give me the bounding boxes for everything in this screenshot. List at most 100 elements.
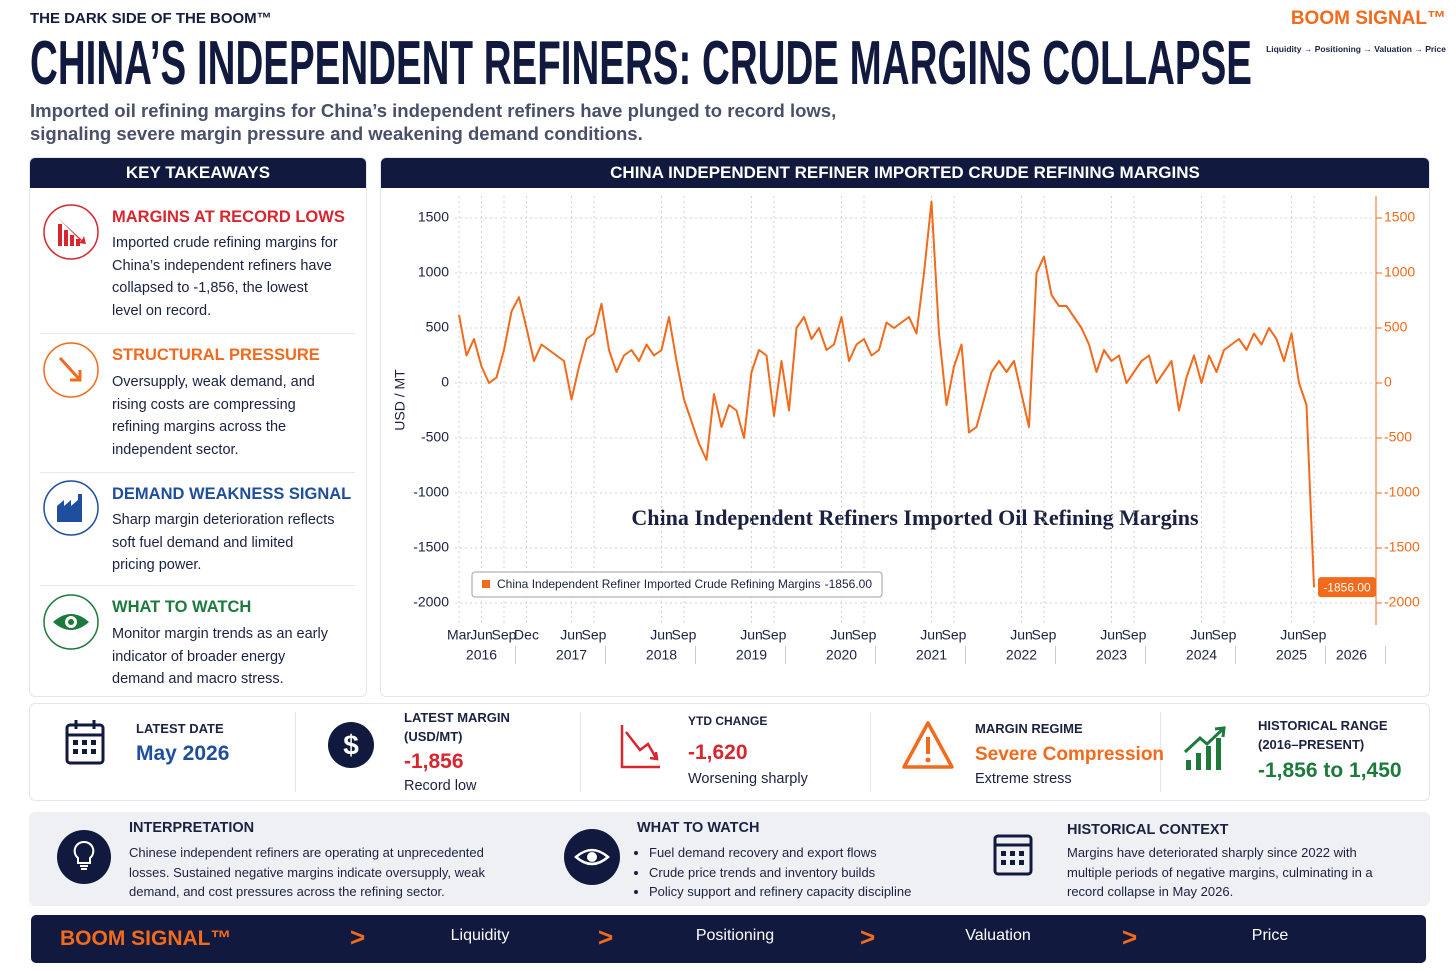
divider [40,333,355,334]
icon-pupil-dot [68,619,74,625]
stat-note: Record low [404,778,477,794]
stat-note: Worsening sharply [688,771,808,787]
takeaway-title: WHAT TO WATCH [112,598,252,616]
icon-warning-dot [925,757,931,763]
icon-calendar-grid [1001,851,1024,865]
x-tick-label: Sep [1032,627,1057,643]
y2-tick-label: -500 [1384,429,1412,445]
page-title: CHINA’S INDEPENDENT REFINERS: CRUDE MARG… [30,29,1252,94]
x-year-label: 2019 [736,647,767,663]
x-tick-label: Sep [1122,627,1147,643]
takeaway-icons [43,204,99,650]
stat-label: HISTORICAL RANGE (2016–PRESENT) [1258,718,1388,752]
x-year-label: 2017 [556,647,587,663]
x-tick-label: Sep [582,627,607,643]
line-series [458,200,1315,588]
y2-tick-label: -1500 [1384,539,1420,555]
stat-icons: $ [65,720,1226,770]
stat-label: LATEST MARGIN (USD/MT) [404,710,510,744]
icon-eye-pupil [587,852,597,862]
x-tick-label: Sep [762,627,787,643]
takeaway-text: Oversupply, weak demand, and rising cost… [112,374,315,458]
icon-dollar-sign: $ [343,729,359,760]
icon-eye [574,848,610,866]
x-tick-label: Mar [447,627,471,643]
y-tick-label: -2000 [413,594,449,610]
end-label: -1856.00 [1323,580,1371,594]
kicker: THE DARK SIDE OF THE BOOM™ [30,10,272,27]
x-tick-label: Jun [1100,627,1123,643]
chevron: > [1122,922,1138,952]
x-tick-label: Jun [920,627,943,643]
footer-step: Price [1251,927,1289,944]
insight-bullet: Policy support and refinery capacity dis… [649,882,937,902]
y2-tick-label: 0 [1384,374,1392,390]
y2-tick-label: -2000 [1384,594,1420,610]
title-block: CHINA’S INDEPENDENT REFINERS: CRUDE MARG… [30,29,1252,94]
y2-tick-label: -1000 [1384,484,1420,500]
y2-tick-label: 500 [1384,319,1408,335]
divider [40,472,355,473]
chart-title: CHINA INDEPENDENT REFINER IMPORTED CRUDE… [381,158,1429,188]
legend-label: China Independent Refiner Imported Crude… [497,577,821,591]
y-axis-label: USD / MT [392,369,408,431]
footer-bar [31,915,1426,963]
chevron: > [350,922,366,952]
subtitle: Imported oil refining margins for China’… [30,100,837,144]
icon-calendar [993,834,1033,876]
x-year-label: 2024 [1186,647,1217,663]
y-tick-label: 0 [441,374,449,390]
x-tick-label: Jun [1010,627,1033,643]
x-tick-label: Jun [560,627,583,643]
legend-box [471,571,883,598]
takeaway-text: Monitor margin trends as an early indica… [112,626,328,687]
chevron: > [598,922,614,952]
y-tick-label: 500 [426,319,450,335]
insight-icons [57,829,1033,885]
y-tick-label: 1000 [418,264,449,280]
x-year-label: 2025 [1276,647,1307,663]
takeaways-heading: KEY TAKEAWAYS [30,158,366,188]
x-tick-label: Sep [492,627,517,643]
insight-bullet: Fuel demand recovery and export flows [649,843,937,863]
takeaway-title: DEMAND WEAKNESS SIGNAL [112,485,352,503]
stat-label: MARGIN REGIME [975,721,1083,736]
divider [870,712,871,792]
footer-step: Liquidity [450,927,510,944]
stat-value: -1,856 to 1,450 [1258,759,1402,782]
x-year-label: 2016 [466,647,497,663]
takeaway-title: STRUCTURAL PRESSURE [112,346,320,364]
end-label-box [1318,577,1376,598]
y2-tick-label: 1500 [1384,209,1415,225]
x-tick-label: Jun [470,627,493,643]
icon-bulb [73,840,95,870]
x-tick-label: Jun [740,627,763,643]
takeaway-text: Sharp margin deterioration reflects soft… [112,512,335,573]
legend-swatch [482,580,490,588]
icon-warning-mark [926,737,930,754]
x-tick-label: Jun [1190,627,1213,643]
icon-factory [57,494,82,522]
x-tick-label: Jun [1280,627,1303,643]
stat-value: -1,620 [688,741,748,764]
y-tick-label: -1500 [413,539,449,555]
divider [580,712,581,792]
icon-bars-down [58,218,86,246]
footer-step: Positioning [695,927,775,944]
tagline: Liquidity → Positioning → Valuation → Pr… [1266,44,1446,54]
insight-text: Margins have deteriorated sharply since … [1067,845,1373,899]
stat-value: Severe Compression [975,744,1165,765]
y-tick-label: 1500 [418,209,449,225]
x-year-label: 2026 [1336,647,1367,663]
stat-value: May 2026 [136,742,230,765]
icon-bars-up [1186,738,1221,770]
icon-calendar-grid [73,740,96,754]
divider [40,585,355,586]
insight-list: Fuel demand recovery and export flows Cr… [637,843,937,902]
x-tick-label: Sep [1212,627,1237,643]
brand: BOOM SIGNAL™ [1290,8,1446,29]
chart: USD / MT China Independent Refiners Impo… [392,196,1420,664]
insight-text: Chinese independent refiners are operati… [129,845,486,899]
x-tick-label: Dec [514,627,539,643]
footer-brand: BOOM SIGNAL™ [60,927,232,950]
